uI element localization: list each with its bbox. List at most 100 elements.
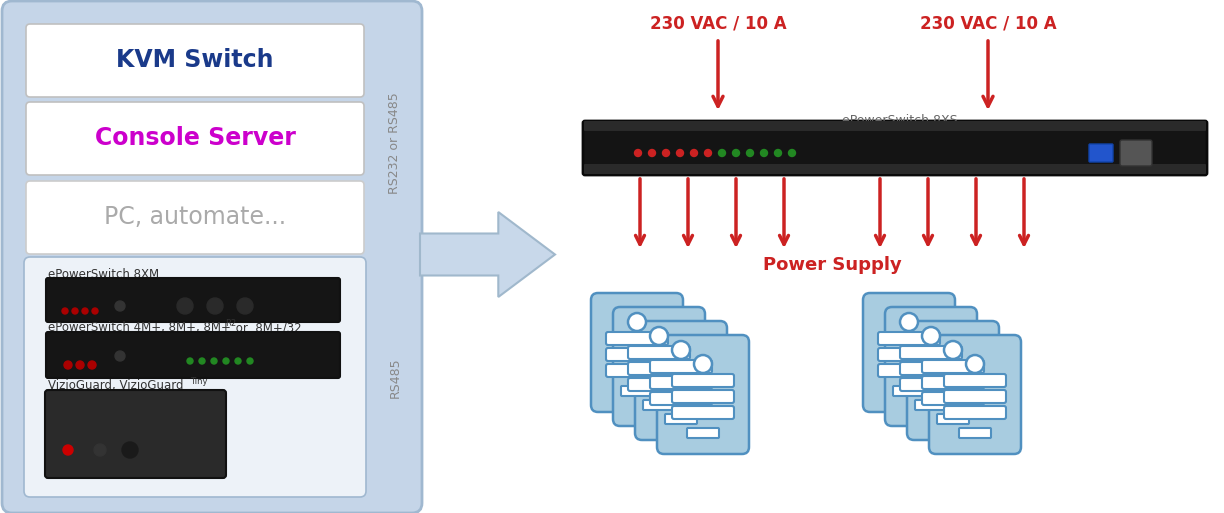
Circle shape	[628, 313, 646, 331]
FancyBboxPatch shape	[922, 392, 984, 405]
Circle shape	[62, 308, 69, 314]
FancyBboxPatch shape	[922, 360, 984, 373]
Text: R2: R2	[225, 320, 236, 328]
Text: 230 VAC / 10 A: 230 VAC / 10 A	[650, 14, 786, 32]
FancyBboxPatch shape	[958, 428, 991, 438]
Circle shape	[922, 327, 940, 345]
FancyBboxPatch shape	[650, 392, 712, 405]
Circle shape	[649, 149, 656, 156]
FancyBboxPatch shape	[944, 374, 1006, 387]
Circle shape	[115, 351, 125, 361]
Circle shape	[690, 149, 698, 156]
Text: ePowerSwitch 8XS: ePowerSwitch 8XS	[842, 113, 958, 127]
FancyBboxPatch shape	[929, 335, 1021, 454]
FancyBboxPatch shape	[894, 386, 925, 396]
Circle shape	[705, 149, 711, 156]
FancyBboxPatch shape	[47, 278, 340, 322]
Text: 230 VAC / 10 A: 230 VAC / 10 A	[919, 14, 1056, 32]
FancyBboxPatch shape	[613, 307, 705, 426]
FancyBboxPatch shape	[1089, 144, 1113, 162]
FancyBboxPatch shape	[606, 364, 668, 377]
Text: Console Server: Console Server	[94, 126, 295, 150]
Circle shape	[177, 298, 193, 314]
Text: VizioGuard, VizioGuard: VizioGuard, VizioGuard	[48, 380, 184, 392]
FancyBboxPatch shape	[583, 121, 1207, 175]
Circle shape	[732, 149, 739, 156]
FancyBboxPatch shape	[672, 406, 734, 419]
Text: ePowerSwitch 8XM: ePowerSwitch 8XM	[48, 268, 159, 282]
FancyBboxPatch shape	[621, 386, 652, 396]
Circle shape	[634, 149, 641, 156]
Circle shape	[211, 358, 217, 364]
FancyBboxPatch shape	[45, 390, 226, 478]
Circle shape	[94, 444, 106, 456]
Text: RS232 or RS485: RS232 or RS485	[388, 92, 401, 194]
Circle shape	[662, 149, 670, 156]
FancyBboxPatch shape	[907, 321, 999, 440]
Circle shape	[718, 149, 726, 156]
FancyBboxPatch shape	[900, 346, 962, 359]
FancyBboxPatch shape	[606, 332, 668, 345]
FancyBboxPatch shape	[944, 406, 1006, 419]
FancyBboxPatch shape	[606, 348, 668, 361]
Text: Tiny: Tiny	[190, 378, 208, 386]
Circle shape	[672, 341, 690, 359]
FancyBboxPatch shape	[643, 400, 674, 410]
FancyBboxPatch shape	[938, 414, 969, 424]
Polygon shape	[420, 212, 554, 297]
FancyBboxPatch shape	[24, 257, 366, 497]
Circle shape	[247, 358, 253, 364]
FancyBboxPatch shape	[2, 1, 422, 513]
Circle shape	[64, 361, 72, 369]
FancyBboxPatch shape	[584, 164, 1206, 174]
Circle shape	[207, 298, 223, 314]
FancyBboxPatch shape	[885, 307, 977, 426]
Circle shape	[115, 301, 125, 311]
FancyBboxPatch shape	[650, 360, 712, 373]
Circle shape	[900, 313, 918, 331]
FancyBboxPatch shape	[26, 24, 364, 97]
FancyBboxPatch shape	[628, 362, 690, 375]
FancyBboxPatch shape	[944, 390, 1006, 403]
Circle shape	[775, 149, 781, 156]
Circle shape	[200, 358, 204, 364]
Circle shape	[62, 445, 73, 455]
FancyBboxPatch shape	[657, 335, 749, 454]
FancyBboxPatch shape	[650, 376, 712, 389]
Text: Power Supply: Power Supply	[763, 256, 901, 274]
FancyBboxPatch shape	[922, 376, 984, 389]
FancyBboxPatch shape	[1120, 140, 1152, 166]
Circle shape	[72, 308, 78, 314]
Circle shape	[788, 149, 796, 156]
FancyBboxPatch shape	[628, 346, 690, 359]
FancyBboxPatch shape	[916, 400, 947, 410]
FancyBboxPatch shape	[878, 348, 940, 361]
Text: ePowerSwitch 4M+, 8M+, 8M+: ePowerSwitch 4M+, 8M+, 8M+	[48, 322, 231, 334]
FancyBboxPatch shape	[900, 362, 962, 375]
Circle shape	[235, 358, 241, 364]
FancyBboxPatch shape	[628, 378, 690, 391]
FancyBboxPatch shape	[900, 378, 962, 391]
FancyBboxPatch shape	[878, 332, 940, 345]
Circle shape	[237, 298, 253, 314]
Circle shape	[88, 361, 95, 369]
Circle shape	[694, 355, 712, 373]
Circle shape	[650, 327, 668, 345]
Text: PC, automate...: PC, automate...	[104, 205, 286, 229]
FancyBboxPatch shape	[687, 428, 718, 438]
Circle shape	[82, 308, 88, 314]
FancyBboxPatch shape	[635, 321, 727, 440]
Circle shape	[122, 442, 138, 458]
Circle shape	[760, 149, 767, 156]
FancyBboxPatch shape	[26, 181, 364, 254]
Circle shape	[187, 358, 193, 364]
Text: KVM Switch: KVM Switch	[116, 48, 274, 72]
Circle shape	[944, 341, 962, 359]
Text: or  8M+/32: or 8M+/32	[233, 322, 301, 334]
Circle shape	[677, 149, 683, 156]
FancyBboxPatch shape	[878, 364, 940, 377]
FancyBboxPatch shape	[47, 332, 340, 378]
FancyBboxPatch shape	[665, 414, 696, 424]
FancyBboxPatch shape	[863, 293, 955, 412]
Text: RS485: RS485	[388, 358, 401, 398]
